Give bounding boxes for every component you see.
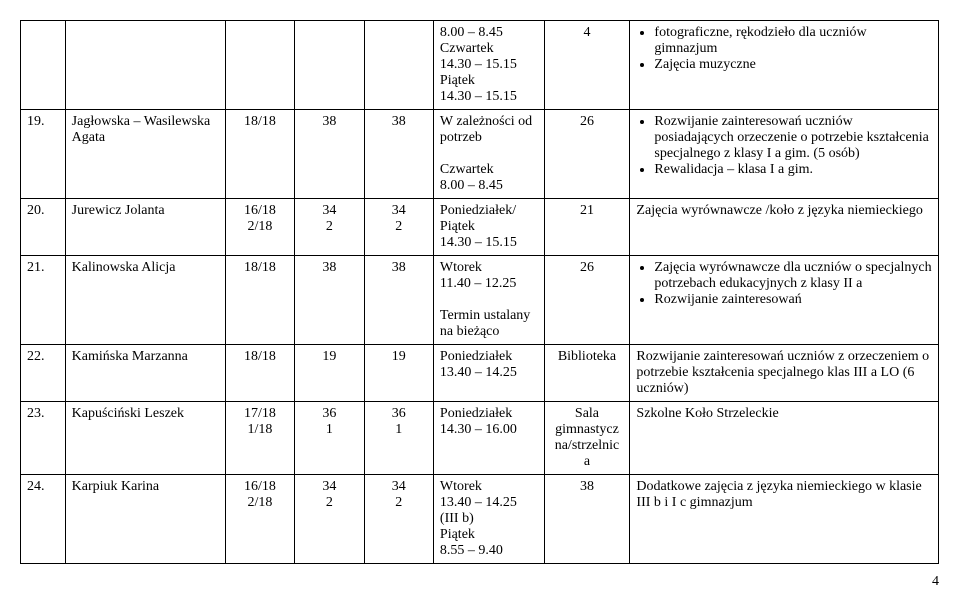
- cell: 18/18: [225, 256, 294, 345]
- cell: [364, 21, 433, 110]
- cell: 38: [364, 256, 433, 345]
- cell: 21: [544, 199, 630, 256]
- cell: 16/182/18: [225, 199, 294, 256]
- description-cell: Szkolne Koło Strzeleckie: [630, 402, 939, 475]
- cell: 20.: [21, 199, 66, 256]
- table-row: 8.00 – 8.45Czwartek14.30 – 15.15Piątek14…: [21, 21, 939, 110]
- cell: 19: [295, 345, 364, 402]
- cell: 17/181/18: [225, 402, 294, 475]
- cell: [295, 21, 364, 110]
- table-row: 23.Kapuściński Leszek17/181/18361361Poni…: [21, 402, 939, 475]
- cell: Biblioteka: [544, 345, 630, 402]
- cell: 26: [544, 256, 630, 345]
- description-cell: Rozwijanie zainteresowań uczniów posiada…: [630, 110, 939, 199]
- cell: Poniedziałek/Piątek14.30 – 15.15: [433, 199, 544, 256]
- cell: 38: [295, 110, 364, 199]
- schedule-table: 8.00 – 8.45Czwartek14.30 – 15.15Piątek14…: [20, 20, 939, 564]
- table-row: 21.Kalinowska Alicja18/183838Wtorek 11.4…: [21, 256, 939, 345]
- cell: 342: [295, 199, 364, 256]
- cell: 16/182/18: [225, 475, 294, 564]
- cell: 23.: [21, 402, 66, 475]
- cell: 8.00 – 8.45Czwartek14.30 – 15.15Piątek14…: [433, 21, 544, 110]
- cell: 342: [364, 199, 433, 256]
- cell: Kamińska Marzanna: [65, 345, 225, 402]
- cell: 342: [295, 475, 364, 564]
- cell: 38: [364, 110, 433, 199]
- description-cell: Zajęcia wyrównawcze dla uczniów o specja…: [630, 256, 939, 345]
- cell: 22.: [21, 345, 66, 402]
- cell: 4: [544, 21, 630, 110]
- description-cell: Rozwijanie zainteresowań uczniów z orzec…: [630, 345, 939, 402]
- description-bullet: Zajęcia muzyczne: [654, 57, 932, 73]
- cell: Sala gimnastycz na/strzelnic a: [544, 402, 630, 475]
- description-cell: Dodatkowe zajęcia z języka niemieckiego …: [630, 475, 939, 564]
- cell: Kapuściński Leszek: [65, 402, 225, 475]
- description-bullet: fotograficzne, rękodzieło dla uczniów gi…: [654, 25, 932, 57]
- cell: [21, 21, 66, 110]
- cell: W zależności od potrzebCzwartek8.00 – 8.…: [433, 110, 544, 199]
- cell: Wtorek13.40 – 14.25(III b)Piątek8.55 – 9…: [433, 475, 544, 564]
- cell: Poniedziałek14.30 – 16.00: [433, 402, 544, 475]
- cell: 18/18: [225, 345, 294, 402]
- description-bullet: Rewalidacja – klasa I a gim.: [654, 162, 932, 178]
- cell: 19: [364, 345, 433, 402]
- description-bullet: Rozwijanie zainteresowań: [654, 292, 932, 308]
- cell: 26: [544, 110, 630, 199]
- cell: 18/18: [225, 110, 294, 199]
- cell: Kalinowska Alicja: [65, 256, 225, 345]
- cell: 38: [544, 475, 630, 564]
- table-row: 20.Jurewicz Jolanta16/182/18342342Ponied…: [21, 199, 939, 256]
- cell: 361: [295, 402, 364, 475]
- page-number: 4: [20, 564, 939, 590]
- table-row: 22.Kamińska Marzanna18/181919Poniedziałe…: [21, 345, 939, 402]
- cell: 21.: [21, 256, 66, 345]
- cell: Jurewicz Jolanta: [65, 199, 225, 256]
- cell: Wtorek 11.40 – 12.25Termin ustalany na b…: [433, 256, 544, 345]
- description-bullet: Zajęcia wyrównawcze dla uczniów o specja…: [654, 260, 932, 292]
- table-row: 19.Jagłowska – Wasilewska Agata18/183838…: [21, 110, 939, 199]
- cell: Poniedziałek13.40 – 14.25: [433, 345, 544, 402]
- description-cell: Zajęcia wyrównawcze /koło z języka niemi…: [630, 199, 939, 256]
- cell: 19.: [21, 110, 66, 199]
- description-cell: fotograficzne, rękodzieło dla uczniów gi…: [630, 21, 939, 110]
- description-bullet: Rozwijanie zainteresowań uczniów posiada…: [654, 114, 932, 162]
- cell: [65, 21, 225, 110]
- cell: 361: [364, 402, 433, 475]
- table-row: 24.Karpiuk Karina16/182/18342342Wtorek13…: [21, 475, 939, 564]
- cell: 24.: [21, 475, 66, 564]
- cell: Jagłowska – Wasilewska Agata: [65, 110, 225, 199]
- cell: Karpiuk Karina: [65, 475, 225, 564]
- cell: 342: [364, 475, 433, 564]
- cell: 38: [295, 256, 364, 345]
- cell: [225, 21, 294, 110]
